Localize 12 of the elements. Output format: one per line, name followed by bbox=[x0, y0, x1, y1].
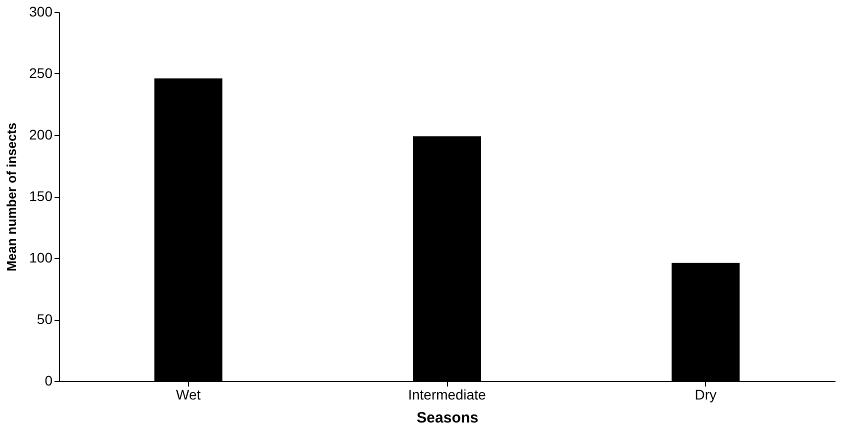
x-axis-title: Seasons bbox=[416, 410, 478, 426]
x-tick-label: Wet bbox=[176, 386, 201, 402]
y-tick-label: 0 bbox=[44, 372, 53, 388]
y-tick-label: 100 bbox=[29, 250, 53, 266]
y-tick-label: 150 bbox=[29, 188, 53, 204]
y-tick-label: 200 bbox=[29, 126, 53, 142]
y-tick-label: 250 bbox=[29, 65, 53, 81]
x-tick-label: Dry bbox=[694, 386, 717, 402]
y-tick-label: 50 bbox=[36, 311, 53, 327]
y-axis-title: Mean number of insects bbox=[4, 122, 20, 272]
x-tick-label: Intermediate bbox=[408, 386, 486, 402]
y-tick-label: 300 bbox=[29, 4, 53, 20]
